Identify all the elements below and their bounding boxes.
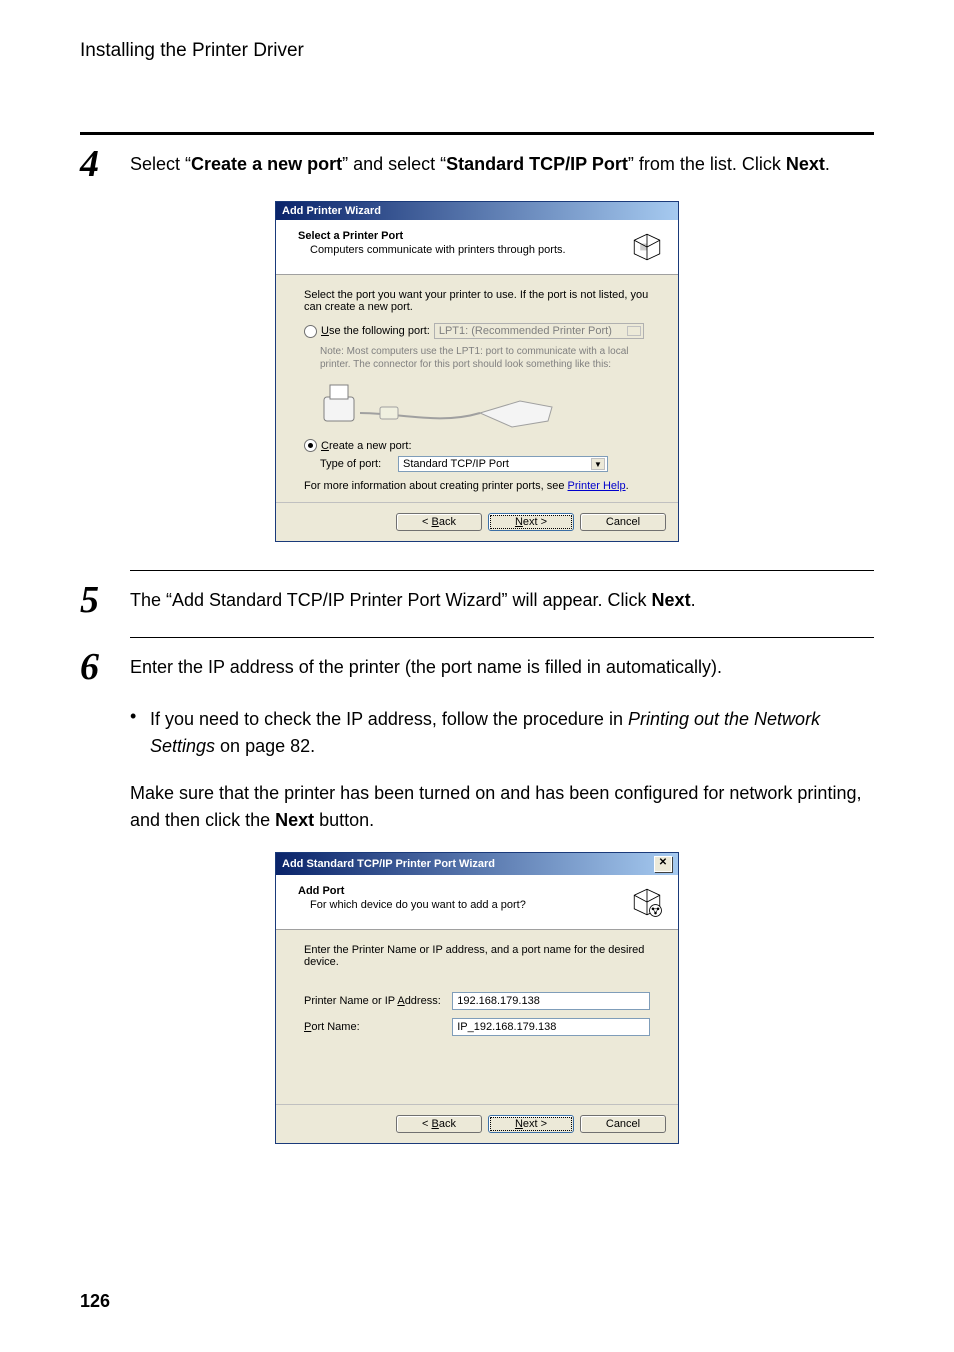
back-button[interactable]: < Back	[396, 513, 482, 531]
dialog2-next-button[interactable]: Next >	[488, 1115, 574, 1133]
step-5-end: .	[691, 590, 696, 610]
dialog2-title-text: Add Standard TCP/IP Printer Port Wizard	[282, 858, 495, 870]
step-4-pre: Select “	[130, 154, 191, 174]
step-4-post: ” from the list. Click	[628, 154, 786, 174]
dialog1-note: Note: Most computers use the LPT1: port …	[320, 345, 650, 371]
printer-icon	[630, 230, 664, 264]
page-number: 126	[80, 1291, 110, 1312]
dialog1-subheading: Computers communicate with printers thro…	[310, 244, 566, 256]
step-5-pre: The “Add Standard TCP/IP Printer Port Wi…	[130, 590, 652, 610]
dialog2-heading: Add Port	[298, 885, 526, 897]
printer-help-link[interactable]: Printer Help	[568, 480, 626, 492]
step-4-bold1: Create a new port	[191, 154, 342, 174]
dialog1-intro: Select the port you want your printer to…	[304, 289, 650, 313]
printer-name-ip-label: Printer Name or IP Address:	[304, 995, 452, 1007]
step-4-bold3: Next	[786, 154, 825, 174]
step-4-body: Select “Create a new port” and select “S…	[130, 145, 830, 178]
running-header: Installing the Printer Driver	[80, 40, 874, 62]
printer-name-ip-input[interactable]	[452, 992, 650, 1010]
step-4-number: 4	[80, 145, 130, 183]
step-5-bold: Next	[652, 590, 691, 610]
bullet-pre: If you need to check the IP address, fol…	[150, 709, 628, 729]
dialog1-heading: Select a Printer Port	[298, 230, 566, 242]
dialog2-subheading: For which device do you want to add a po…	[310, 899, 526, 911]
step-4-mid: ” and select “	[342, 154, 446, 174]
next-button[interactable]: Next >	[488, 513, 574, 531]
dialog2-titlebar: Add Standard TCP/IP Printer Port Wizard …	[276, 853, 678, 875]
port-select-disabled: LPT1: (Recommended Printer Port)	[434, 323, 644, 339]
dialog1-info: For more information about creating prin…	[304, 480, 650, 492]
create-new-port-label: Create a new port:	[321, 440, 412, 452]
bullet-post: on page 82.	[215, 736, 315, 756]
port-name-input[interactable]	[452, 1018, 650, 1036]
dialog2-header: Add Port For which device do you want to…	[276, 875, 678, 930]
dialog1-titlebar: Add Printer Wizard	[276, 202, 678, 220]
printer-network-icon	[630, 885, 664, 919]
use-following-port-label: UUse the following port:se the following…	[321, 325, 430, 337]
bullet-dot-icon: •	[130, 706, 150, 760]
para-post: button.	[314, 810, 374, 830]
port-name-label: Port Name:	[304, 1021, 452, 1033]
step-6: 6 Enter the IP address of the printer (t…	[80, 648, 874, 686]
step-5-number: 5	[80, 581, 130, 619]
rule-thick-1	[80, 132, 874, 135]
dialog2-cancel-button[interactable]: Cancel	[580, 1115, 666, 1133]
step-6-number: 6	[80, 648, 130, 686]
rule-thin-2	[130, 637, 874, 638]
add-printer-wizard-dialog: Add Printer Wizard Select a Printer Port…	[275, 201, 679, 542]
step-6-bullet: • If you need to check the IP address, f…	[130, 706, 874, 760]
step-4-bold2: Standard TCP/IP Port	[446, 154, 628, 174]
use-following-port-radio[interactable]	[304, 325, 317, 338]
step-6-paragraph: Make sure that the printer has been turn…	[130, 780, 874, 834]
create-new-port-radio[interactable]	[304, 439, 317, 452]
dialog2-intro: Enter the Printer Name or IP address, an…	[304, 944, 650, 968]
cable-illustration-icon	[320, 377, 560, 433]
dialog2-back-button[interactable]: < Back	[396, 1115, 482, 1133]
para-bold: Next	[275, 810, 314, 830]
add-port-wizard-dialog: Add Standard TCP/IP Printer Port Wizard …	[275, 852, 679, 1144]
step-6-body: Enter the IP address of the printer (the…	[130, 648, 722, 681]
rule-thin-1	[130, 570, 874, 571]
type-of-port-label: Type of port:	[320, 458, 390, 470]
cancel-button[interactable]: Cancel	[580, 513, 666, 531]
type-of-port-select[interactable]: Standard TCP/IP Port	[398, 456, 608, 472]
step-5-body: The “Add Standard TCP/IP Printer Port Wi…	[130, 581, 696, 614]
step-4: 4 Select “Create a new port” and select …	[80, 145, 874, 183]
para-pre: Make sure that the printer has been turn…	[130, 783, 861, 830]
close-icon[interactable]: ✕	[654, 856, 672, 872]
step-5: 5 The “Add Standard TCP/IP Printer Port …	[80, 581, 874, 619]
step-4-end: .	[825, 154, 830, 174]
dialog1-header: Select a Printer Port Computers communic…	[276, 220, 678, 275]
